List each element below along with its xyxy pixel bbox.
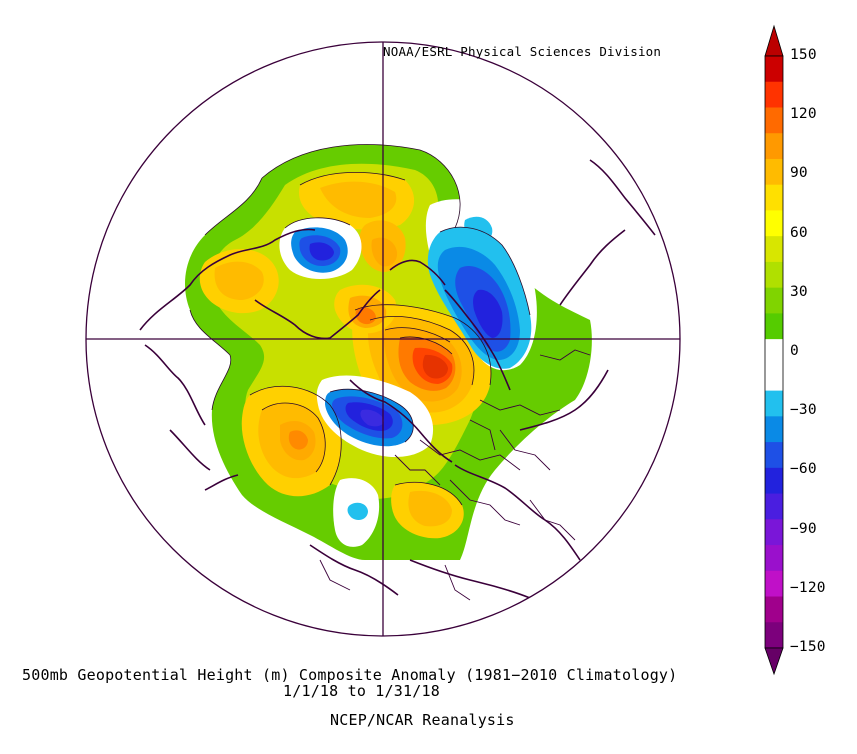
colorbar-segment (765, 261, 783, 289)
contour-lines (189, 144, 531, 506)
colorbar-segment (765, 364, 783, 392)
negative-anomaly-region (291, 216, 532, 520)
colorbar-label: −120 (790, 579, 826, 596)
colorbar-segment (765, 210, 783, 237)
map-title: 500mb Geopotential Height (m) Composite … (22, 666, 678, 684)
coastlines (139, 159, 656, 599)
colorbar-label: 0 (790, 343, 799, 359)
political-borders (319, 349, 591, 601)
colorbar-segment (765, 596, 783, 623)
colorbar-label: −90 (790, 520, 817, 537)
colorbar-segment (765, 107, 783, 134)
date-range: 1/1/18 to 1/31/18 (283, 682, 440, 700)
colorbar-segment (765, 158, 783, 186)
positive-anomaly-region (185, 144, 592, 560)
colorbar-segment (765, 570, 783, 598)
colorbar-segment (765, 133, 783, 160)
colorbar-segment (765, 545, 783, 572)
colorbar-label: 120 (790, 106, 817, 123)
colorbar-label: 150 (790, 47, 817, 63)
data-source: NCEP/NCAR Reanalysis (330, 711, 515, 729)
colorbar-label: 60 (790, 224, 808, 241)
colorbar-segment (765, 81, 783, 108)
colorbar-segment (765, 519, 783, 546)
map-disk (86, 42, 680, 636)
colorbar-label: −150 (790, 639, 826, 655)
colorbar-segment (765, 493, 783, 520)
colorbar-segment (765, 390, 783, 417)
colorbar-segment (765, 236, 783, 263)
colorbar-top-arrow (764, 24, 784, 57)
colorbar-segment (765, 622, 783, 649)
credit-text: NOAA/ESRL Physical Sciences Division (383, 44, 662, 59)
colorbar-bottom-arrow (764, 647, 784, 676)
colorbar-segment (765, 56, 783, 83)
colorbar-segment (765, 184, 783, 211)
colorbar-label: −60 (790, 461, 817, 478)
colorbar-segment (765, 313, 783, 340)
colorbar-segment (765, 467, 783, 495)
colorbar-label: 30 (790, 283, 808, 300)
colorbar-label: −30 (790, 402, 817, 419)
colorbar-segment (765, 339, 783, 366)
colorbar (764, 24, 784, 676)
colorbar-segment (765, 416, 783, 443)
colorbar-label: 90 (790, 165, 808, 182)
colorbar-segment (765, 287, 783, 314)
colorbar-segment (765, 442, 783, 469)
map-border (85, 41, 681, 637)
